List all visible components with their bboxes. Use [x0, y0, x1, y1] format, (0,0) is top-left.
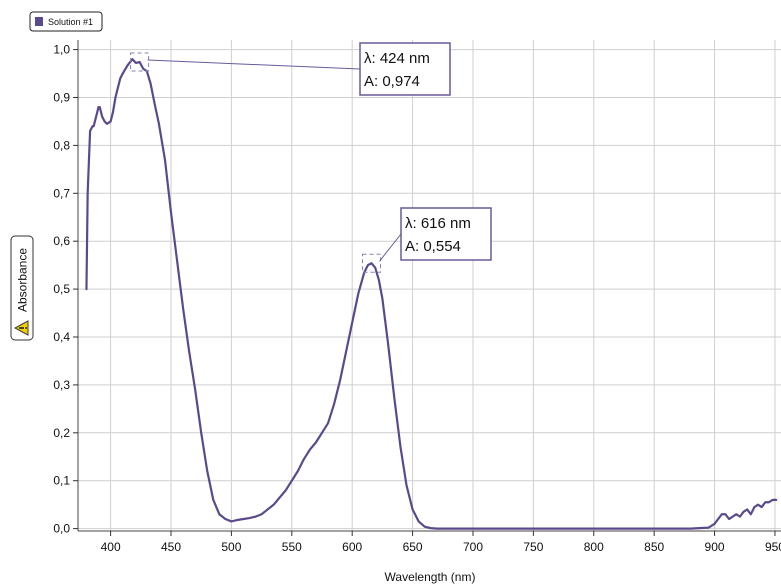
x-tick-label: 650: [403, 540, 423, 554]
y-axis-title-box: [10, 235, 34, 341]
callout-wavelength: λ: 424 nm: [364, 50, 430, 67]
callout-box: [359, 42, 451, 96]
x-axis-ticks: 400 450 500 550 600 650 700 750 800 850 900 950: [101, 531, 781, 554]
x-tick-label: 550: [282, 540, 302, 554]
y-tick-label: 0,1: [53, 474, 70, 488]
x-tick-label: 800: [584, 540, 604, 554]
x-tick-label: 900: [705, 540, 725, 554]
legend-box: [29, 11, 103, 32]
y-tick-label: 0,4: [53, 330, 70, 344]
peak-marker: [130, 52, 150, 72]
x-tick-label: 850: [644, 540, 664, 554]
y-tick-label: 1,0: [53, 43, 70, 57]
legend-label: Solution #1: [48, 17, 93, 27]
callout-absorbance: A: 0,554: [405, 238, 461, 255]
y-axis-title-group[interactable]: Absorbance: [10, 235, 34, 341]
y-tick-label: 0,0: [53, 522, 70, 536]
y-tick-label: 0,8: [53, 138, 70, 152]
x-tick-label: 700: [463, 540, 483, 554]
y-tick-label: 0,5: [53, 282, 70, 296]
warning-triangle-icon: [13, 320, 29, 336]
x-tick-label: 450: [161, 540, 181, 554]
peak-marker: [362, 253, 382, 273]
callout-box: [400, 207, 492, 261]
axes: [77, 40, 781, 532]
x-tick-label: 950: [765, 540, 781, 554]
x-tick-label: 750: [523, 540, 543, 554]
y-tick-label: 0,7: [53, 186, 70, 200]
y-tick-label: 0,9: [53, 90, 70, 104]
y-tick-label: 0,2: [53, 426, 70, 440]
x-tick-label: 500: [221, 540, 241, 554]
series-layer: [85, 58, 778, 530]
x-tick-label: 400: [101, 540, 121, 554]
callout-leader-line: [147, 59, 361, 70]
peak-annotations: λ: 424 nm A: 0,974 λ: 616 nm A: 0,554: [130, 42, 492, 273]
grid: [78, 40, 781, 531]
x-axis-title: Wavelength (nm): [385, 570, 476, 584]
callout-absorbance: A: 0,974: [364, 73, 420, 90]
y-axis-ticks: 0,0 0,1 0,2 0,3 0,4 0,5 0,6 0,7 0,8 0,9 1,0: [53, 43, 78, 536]
legend-swatch: [35, 17, 43, 26]
x-tick-label: 600: [342, 540, 362, 554]
y-axis-title: Absorbance: [16, 248, 30, 312]
peak-callout[interactable]: λ: 616 nm A: 0,554: [362, 207, 492, 273]
callout-leader-line: [379, 233, 402, 262]
legend[interactable]: Solution #1: [29, 11, 103, 32]
y-tick-label: 0,6: [53, 234, 70, 248]
callout-wavelength: λ: 616 nm: [405, 215, 471, 232]
y-tick-label: 0,3: [53, 378, 70, 392]
series-line-solution-1[interactable]: [85, 58, 778, 530]
peak-callout[interactable]: λ: 424 nm A: 0,974: [130, 42, 451, 96]
